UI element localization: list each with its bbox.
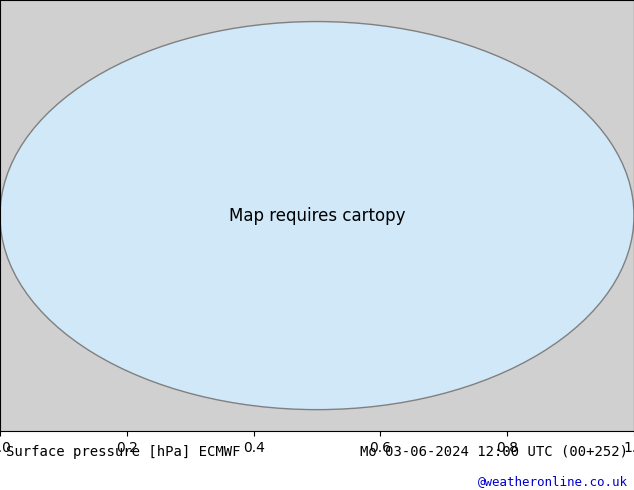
Text: @weatheronline.co.uk: @weatheronline.co.uk bbox=[477, 475, 628, 488]
Text: Mo 03-06-2024 12:00 UTC (00+252): Mo 03-06-2024 12:00 UTC (00+252) bbox=[359, 445, 628, 459]
Ellipse shape bbox=[0, 22, 634, 410]
Text: Surface pressure [hPa] ECMWF: Surface pressure [hPa] ECMWF bbox=[6, 445, 241, 459]
Text: Map requires cartopy: Map requires cartopy bbox=[229, 207, 405, 224]
